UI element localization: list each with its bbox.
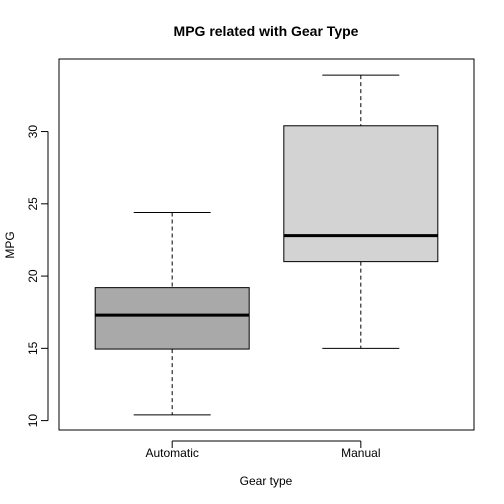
y-tick-label-15: 15 xyxy=(26,341,40,355)
x-tick-label-1: Manual xyxy=(341,446,380,460)
boxes-group xyxy=(94,74,439,416)
x-tick-label-0: Automatic xyxy=(146,446,199,460)
automatic-box xyxy=(94,287,250,350)
plot-frame xyxy=(58,58,475,431)
y-axis-label: MPG xyxy=(3,231,17,258)
y-tick-label-10: 10 xyxy=(26,414,40,428)
x-axis: Automatic Manual xyxy=(146,440,380,460)
y-tick-label-25: 25 xyxy=(26,197,40,211)
chart-title: MPG related with Gear Type xyxy=(174,23,359,39)
x-axis-label: Gear type xyxy=(240,474,293,488)
y-tick-label-30: 30 xyxy=(26,125,40,139)
manual-box xyxy=(283,125,439,263)
y-tick-label-20: 20 xyxy=(26,269,40,283)
y-axis: 10 15 20 25 30 xyxy=(26,125,49,428)
